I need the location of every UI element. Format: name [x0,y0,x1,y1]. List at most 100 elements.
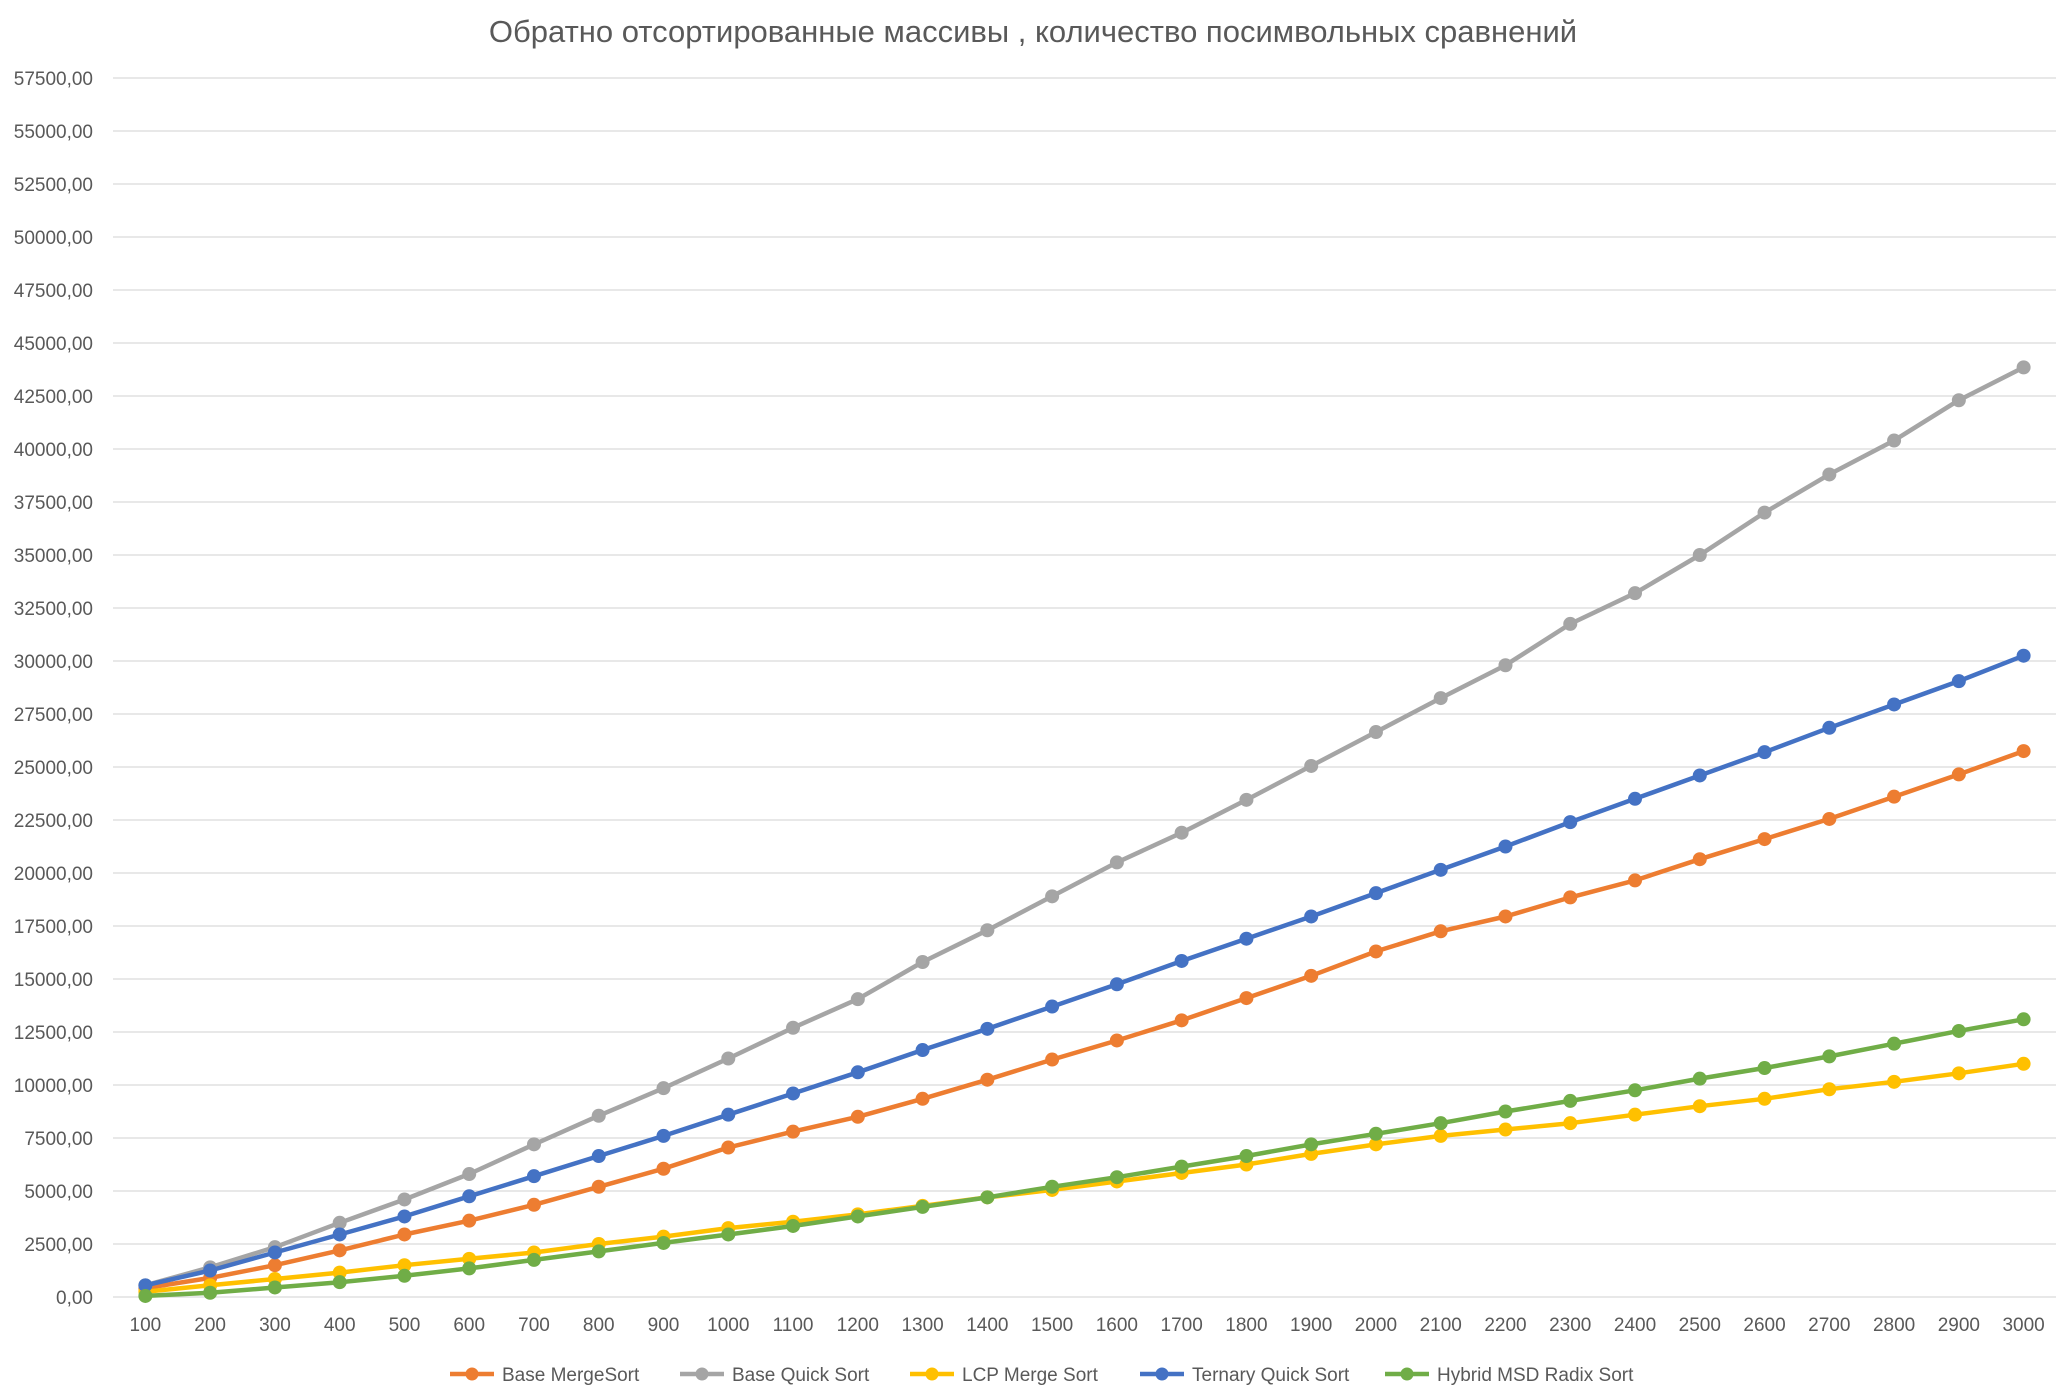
x-tick-label: 300 [259,1315,291,1336]
x-tick-label: 100 [130,1315,162,1336]
data-point [980,1072,995,1087]
data-point [1951,767,1966,782]
data-point [1563,1093,1578,1108]
data-point [1822,467,1837,482]
data-point [203,1285,218,1300]
y-tick-label: 45000,00 [14,334,93,355]
y-tick-label: 15000,00 [14,970,93,991]
data-point [656,1081,671,1096]
data-point [980,923,995,938]
data-point [591,1179,606,1194]
data-point [915,1199,930,1214]
data-point [1563,890,1578,905]
data-point [1239,991,1254,1006]
y-tick-label: 5000,00 [24,1182,93,1203]
data-point [526,1252,541,1267]
y-tick-label: 0,00 [56,1288,93,1309]
x-tick-label: 2100 [1420,1315,1462,1336]
legend-label: LCP Merge Sort [962,1365,1099,1386]
y-tick-label: 30000,00 [14,652,93,673]
legend-item: Ternary Quick Sort [1140,1365,1350,1386]
series-lcp-merge-sort [138,1056,2031,1299]
y-tick-label: 40000,00 [14,440,93,461]
legend-label: Base MergeSort [502,1365,640,1386]
x-tick-label: 200 [194,1315,226,1336]
x-tick-label: 2500 [1679,1315,1721,1336]
data-point [1174,1159,1189,1174]
data-point [1822,811,1837,826]
y-tick-label: 52500,00 [14,175,93,196]
data-point [526,1197,541,1212]
y-tick-label: 25000,00 [14,758,93,779]
y-axis: 0,00 2500,00 5000,00 7500,00 10000,00 12500,0… [14,69,93,1309]
data-point [1174,953,1189,968]
data-point [1951,674,1966,689]
data-point [1304,909,1319,924]
series-line [143,1017,2026,1299]
data-point [1757,832,1772,847]
data-point [1498,1104,1513,1119]
data-point [397,1268,412,1283]
legend-item: Base Quick Sort [680,1365,870,1386]
legend-swatch-marker [925,1367,939,1381]
series-ternary-quick-sort [138,648,2031,1293]
legend-label: Base Quick Sort [732,1365,870,1386]
x-tick-label: 2300 [1549,1315,1591,1336]
data-point [721,1051,736,1066]
data-point [462,1213,477,1228]
y-tick-label: 50000,00 [14,228,93,249]
x-tick-label: 500 [389,1315,421,1336]
y-tick-label: 57500,00 [14,69,93,90]
data-point [656,1161,671,1176]
data-point [1045,1179,1060,1194]
data-point [332,1243,347,1258]
x-tick-label: 1200 [837,1315,879,1336]
data-point [332,1227,347,1242]
data-point [1822,1082,1837,1097]
data-point [786,1086,801,1101]
data-point [980,1190,995,1205]
data-point [526,1169,541,1184]
data-point [1174,825,1189,840]
y-tick-label: 20000,00 [14,864,93,885]
data-point [1628,586,1643,601]
data-point [1433,924,1448,939]
series-line [143,748,2026,1291]
x-tick-label: 1800 [1225,1315,1267,1336]
data-point [591,1244,606,1259]
data-point [915,955,930,970]
legend-item: LCP Merge Sort [910,1365,1099,1386]
data-point [1951,1066,1966,1081]
data-point [1887,1074,1902,1089]
data-point [1174,1013,1189,1028]
data-point [462,1167,477,1182]
data-point [1304,1137,1319,1152]
data-point [2016,360,2031,375]
x-tick-label: 2600 [1743,1315,1785,1336]
legend-label: Ternary Quick Sort [1192,1365,1350,1386]
y-tick-label: 55000,00 [14,122,93,143]
data-point [397,1227,412,1242]
x-tick-label: 1600 [1096,1315,1138,1336]
legend-swatch-marker [1400,1367,1414,1381]
data-point [1368,1126,1383,1141]
chart-title: Обратно отсортированные массивы , количе… [489,14,1577,49]
data-point [203,1263,218,1278]
y-tick-label: 32500,00 [14,599,93,620]
data-point [138,1288,153,1303]
data-point [397,1209,412,1224]
y-tick-label: 47500,00 [14,281,93,302]
data-point [786,1124,801,1139]
data-point [1498,909,1513,924]
data-point [656,1235,671,1250]
data-point [1045,889,1060,904]
data-point [980,1021,995,1036]
data-point [1239,1149,1254,1164]
data-point [1045,999,1060,1014]
x-tick-label: 1500 [1031,1315,1073,1336]
x-tick-label: 2800 [1873,1315,1915,1336]
x-tick-label: 2200 [1484,1315,1526,1336]
data-point [1628,791,1643,806]
data-point [1757,745,1772,760]
